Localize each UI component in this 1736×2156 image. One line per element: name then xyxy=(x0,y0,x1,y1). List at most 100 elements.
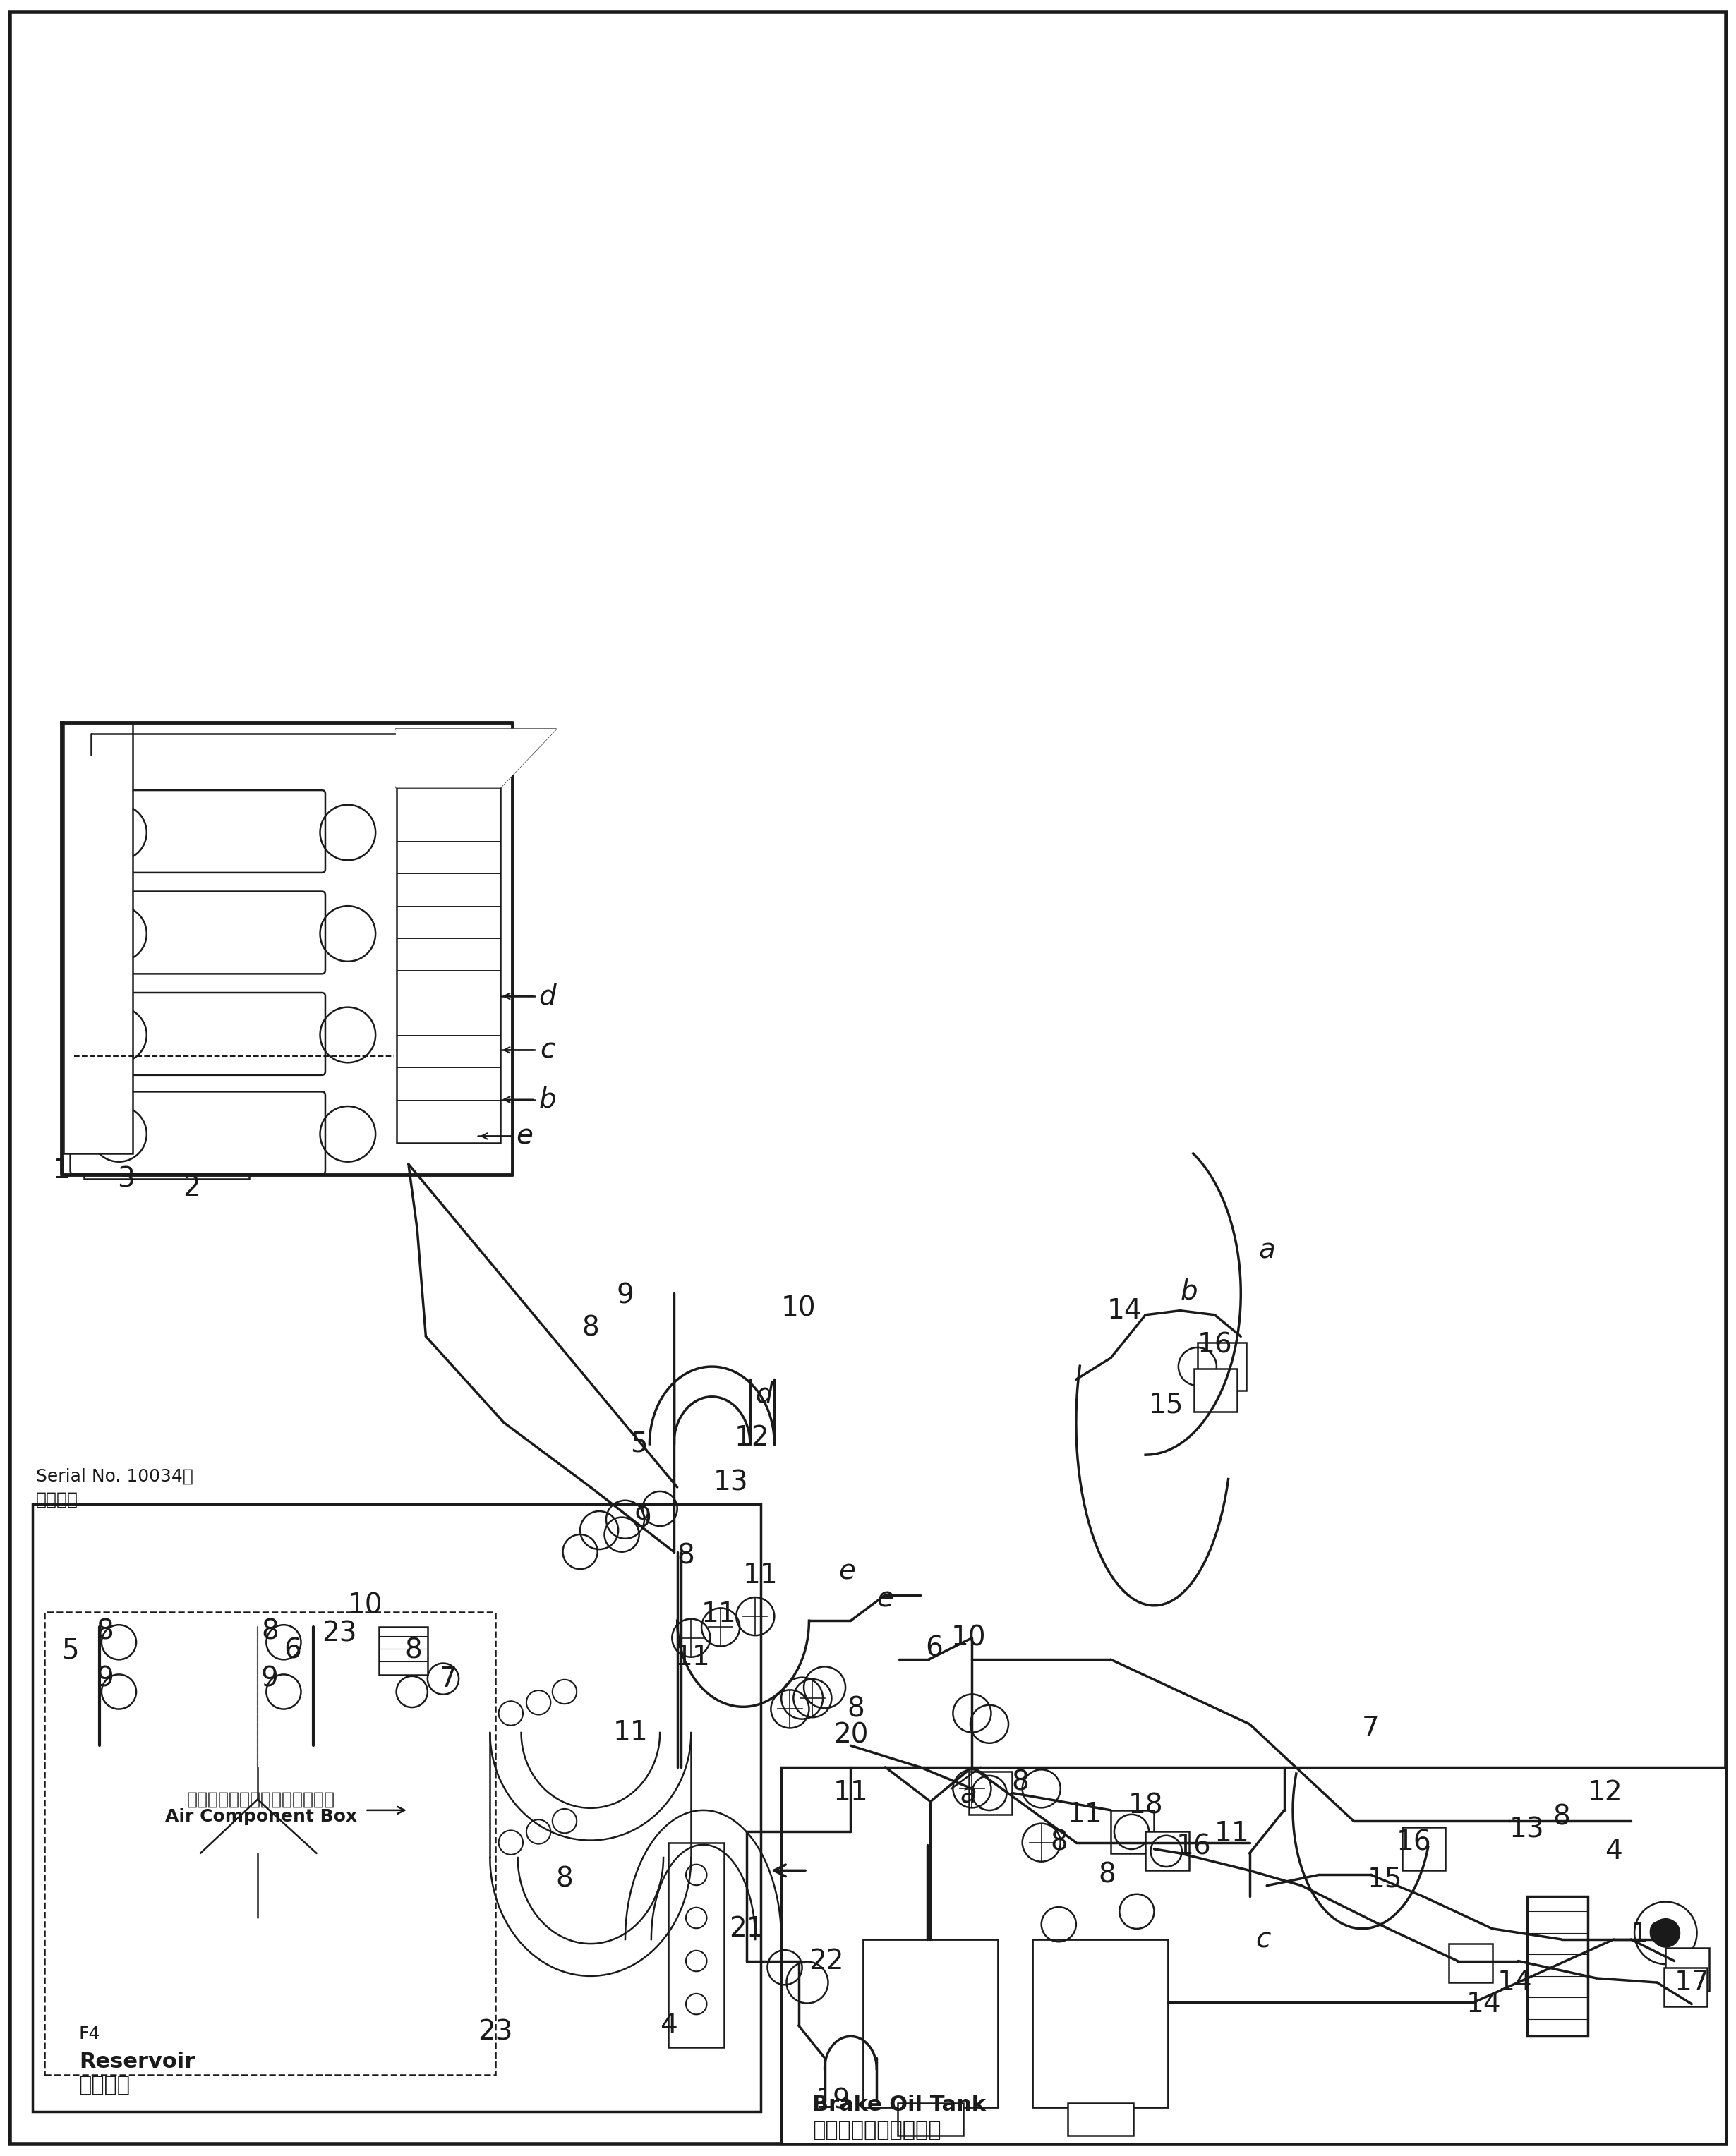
Text: 5: 5 xyxy=(62,1636,80,1664)
Bar xyxy=(1111,1811,1154,1854)
Text: d: d xyxy=(538,983,556,1009)
Text: 8: 8 xyxy=(677,1544,694,1570)
Text: 11: 11 xyxy=(675,1643,710,1671)
Text: 8: 8 xyxy=(556,1865,573,1893)
Text: 21: 21 xyxy=(729,1915,764,1943)
Bar xyxy=(64,722,132,1153)
Text: 11: 11 xyxy=(1068,1800,1102,1828)
Text: 8: 8 xyxy=(1012,1768,1029,1796)
Bar xyxy=(1068,2102,1134,2134)
Text: 14: 14 xyxy=(1467,1990,1502,2018)
Polygon shape xyxy=(396,729,556,787)
Text: 13: 13 xyxy=(1509,1815,1545,1843)
Text: 2: 2 xyxy=(182,1175,200,1201)
Text: 8: 8 xyxy=(847,1695,865,1723)
Text: 11: 11 xyxy=(833,1779,868,1807)
Bar xyxy=(85,1136,248,1179)
Text: 23: 23 xyxy=(477,2018,512,2046)
Text: 20: 20 xyxy=(833,1720,868,1749)
Text: c: c xyxy=(1255,1925,1271,1953)
Text: 6: 6 xyxy=(283,1636,300,1664)
Text: e: e xyxy=(516,1123,533,1149)
Text: 8: 8 xyxy=(260,1617,278,1645)
Bar xyxy=(1198,1343,1246,1391)
Bar xyxy=(863,1940,998,2106)
Text: ブレーキオイルタンク: ブレーキオイルタンク xyxy=(812,2119,941,2141)
Text: 11: 11 xyxy=(701,1602,736,1628)
Bar xyxy=(33,1505,760,2111)
Text: 15: 15 xyxy=(1149,1393,1184,1419)
Bar xyxy=(1033,1940,1168,2106)
Text: 1: 1 xyxy=(52,1158,71,1184)
Text: b: b xyxy=(538,1087,556,1112)
Text: 17: 17 xyxy=(1674,1968,1710,1996)
Text: a: a xyxy=(960,1781,977,1809)
Text: b: b xyxy=(1180,1279,1198,1304)
Bar xyxy=(1528,1897,1588,2035)
Text: エアーコンポーネントボックス: エアーコンポーネントボックス xyxy=(187,1792,335,1809)
Text: 16: 16 xyxy=(1630,1921,1667,1949)
Bar xyxy=(781,1768,1726,2143)
Text: 適用号機: 適用号機 xyxy=(36,1492,78,1509)
Bar xyxy=(898,2102,963,2134)
Text: c: c xyxy=(540,1037,556,1063)
Text: 10: 10 xyxy=(347,1593,382,1619)
Text: 10: 10 xyxy=(781,1296,816,1322)
Text: 9: 9 xyxy=(616,1283,634,1309)
Text: 8: 8 xyxy=(95,1617,115,1645)
Text: リザーバ: リザーバ xyxy=(80,2074,130,2096)
Text: 11: 11 xyxy=(613,1718,648,1746)
FancyBboxPatch shape xyxy=(69,791,325,873)
Text: 8: 8 xyxy=(404,1636,422,1664)
Text: e: e xyxy=(838,1559,856,1585)
Bar xyxy=(45,1613,495,2074)
Text: 4: 4 xyxy=(1604,1837,1623,1865)
Text: 8: 8 xyxy=(1554,1802,1571,1830)
FancyBboxPatch shape xyxy=(69,1091,325,1175)
Text: 15: 15 xyxy=(1368,1865,1403,1893)
FancyBboxPatch shape xyxy=(69,992,325,1076)
Text: 7: 7 xyxy=(1363,1714,1380,1742)
Text: a: a xyxy=(1259,1238,1276,1263)
Text: 14: 14 xyxy=(1108,1298,1142,1324)
Text: 19: 19 xyxy=(816,2087,851,2115)
Text: 4: 4 xyxy=(660,2012,677,2040)
Text: F4: F4 xyxy=(80,2027,101,2042)
Bar xyxy=(378,1628,427,1675)
Text: 3: 3 xyxy=(116,1166,135,1192)
Text: Air Component Box: Air Component Box xyxy=(165,1809,358,1826)
FancyBboxPatch shape xyxy=(69,890,325,975)
Bar xyxy=(1663,1968,1706,2007)
Text: 10: 10 xyxy=(951,1623,986,1651)
Text: 9: 9 xyxy=(95,1664,115,1692)
Text: 7: 7 xyxy=(439,1664,457,1692)
Text: 11: 11 xyxy=(1215,1820,1250,1848)
Text: 13: 13 xyxy=(713,1470,748,1496)
Bar xyxy=(396,787,500,1143)
Text: Serial No. 10034～: Serial No. 10034～ xyxy=(36,1468,193,1485)
Bar xyxy=(1403,1828,1446,1871)
Text: 9: 9 xyxy=(634,1507,651,1533)
Text: 12: 12 xyxy=(1587,1779,1623,1807)
Bar xyxy=(969,1772,1012,1815)
Text: 16: 16 xyxy=(1198,1332,1233,1358)
Text: e: e xyxy=(877,1587,894,1613)
Bar xyxy=(1665,1949,1708,1992)
Text: 11: 11 xyxy=(743,1563,778,1589)
Text: 8: 8 xyxy=(1099,1861,1116,1889)
Bar xyxy=(1194,1369,1238,1412)
Text: 9: 9 xyxy=(260,1664,278,1692)
Bar xyxy=(668,1843,724,2046)
Bar xyxy=(1146,1833,1189,1871)
Text: d: d xyxy=(755,1382,773,1408)
Text: 23: 23 xyxy=(321,1619,356,1647)
Text: 5: 5 xyxy=(630,1432,648,1457)
Text: 8: 8 xyxy=(582,1315,599,1341)
Text: Brake Oil Tank: Brake Oil Tank xyxy=(812,2093,986,2115)
Text: 8: 8 xyxy=(1050,1828,1068,1856)
Text: 14: 14 xyxy=(1496,1968,1533,1996)
Text: 16: 16 xyxy=(1177,1833,1212,1861)
Text: 16: 16 xyxy=(1397,1828,1432,1856)
Circle shape xyxy=(1651,1919,1679,1947)
Text: 6: 6 xyxy=(925,1634,943,1662)
